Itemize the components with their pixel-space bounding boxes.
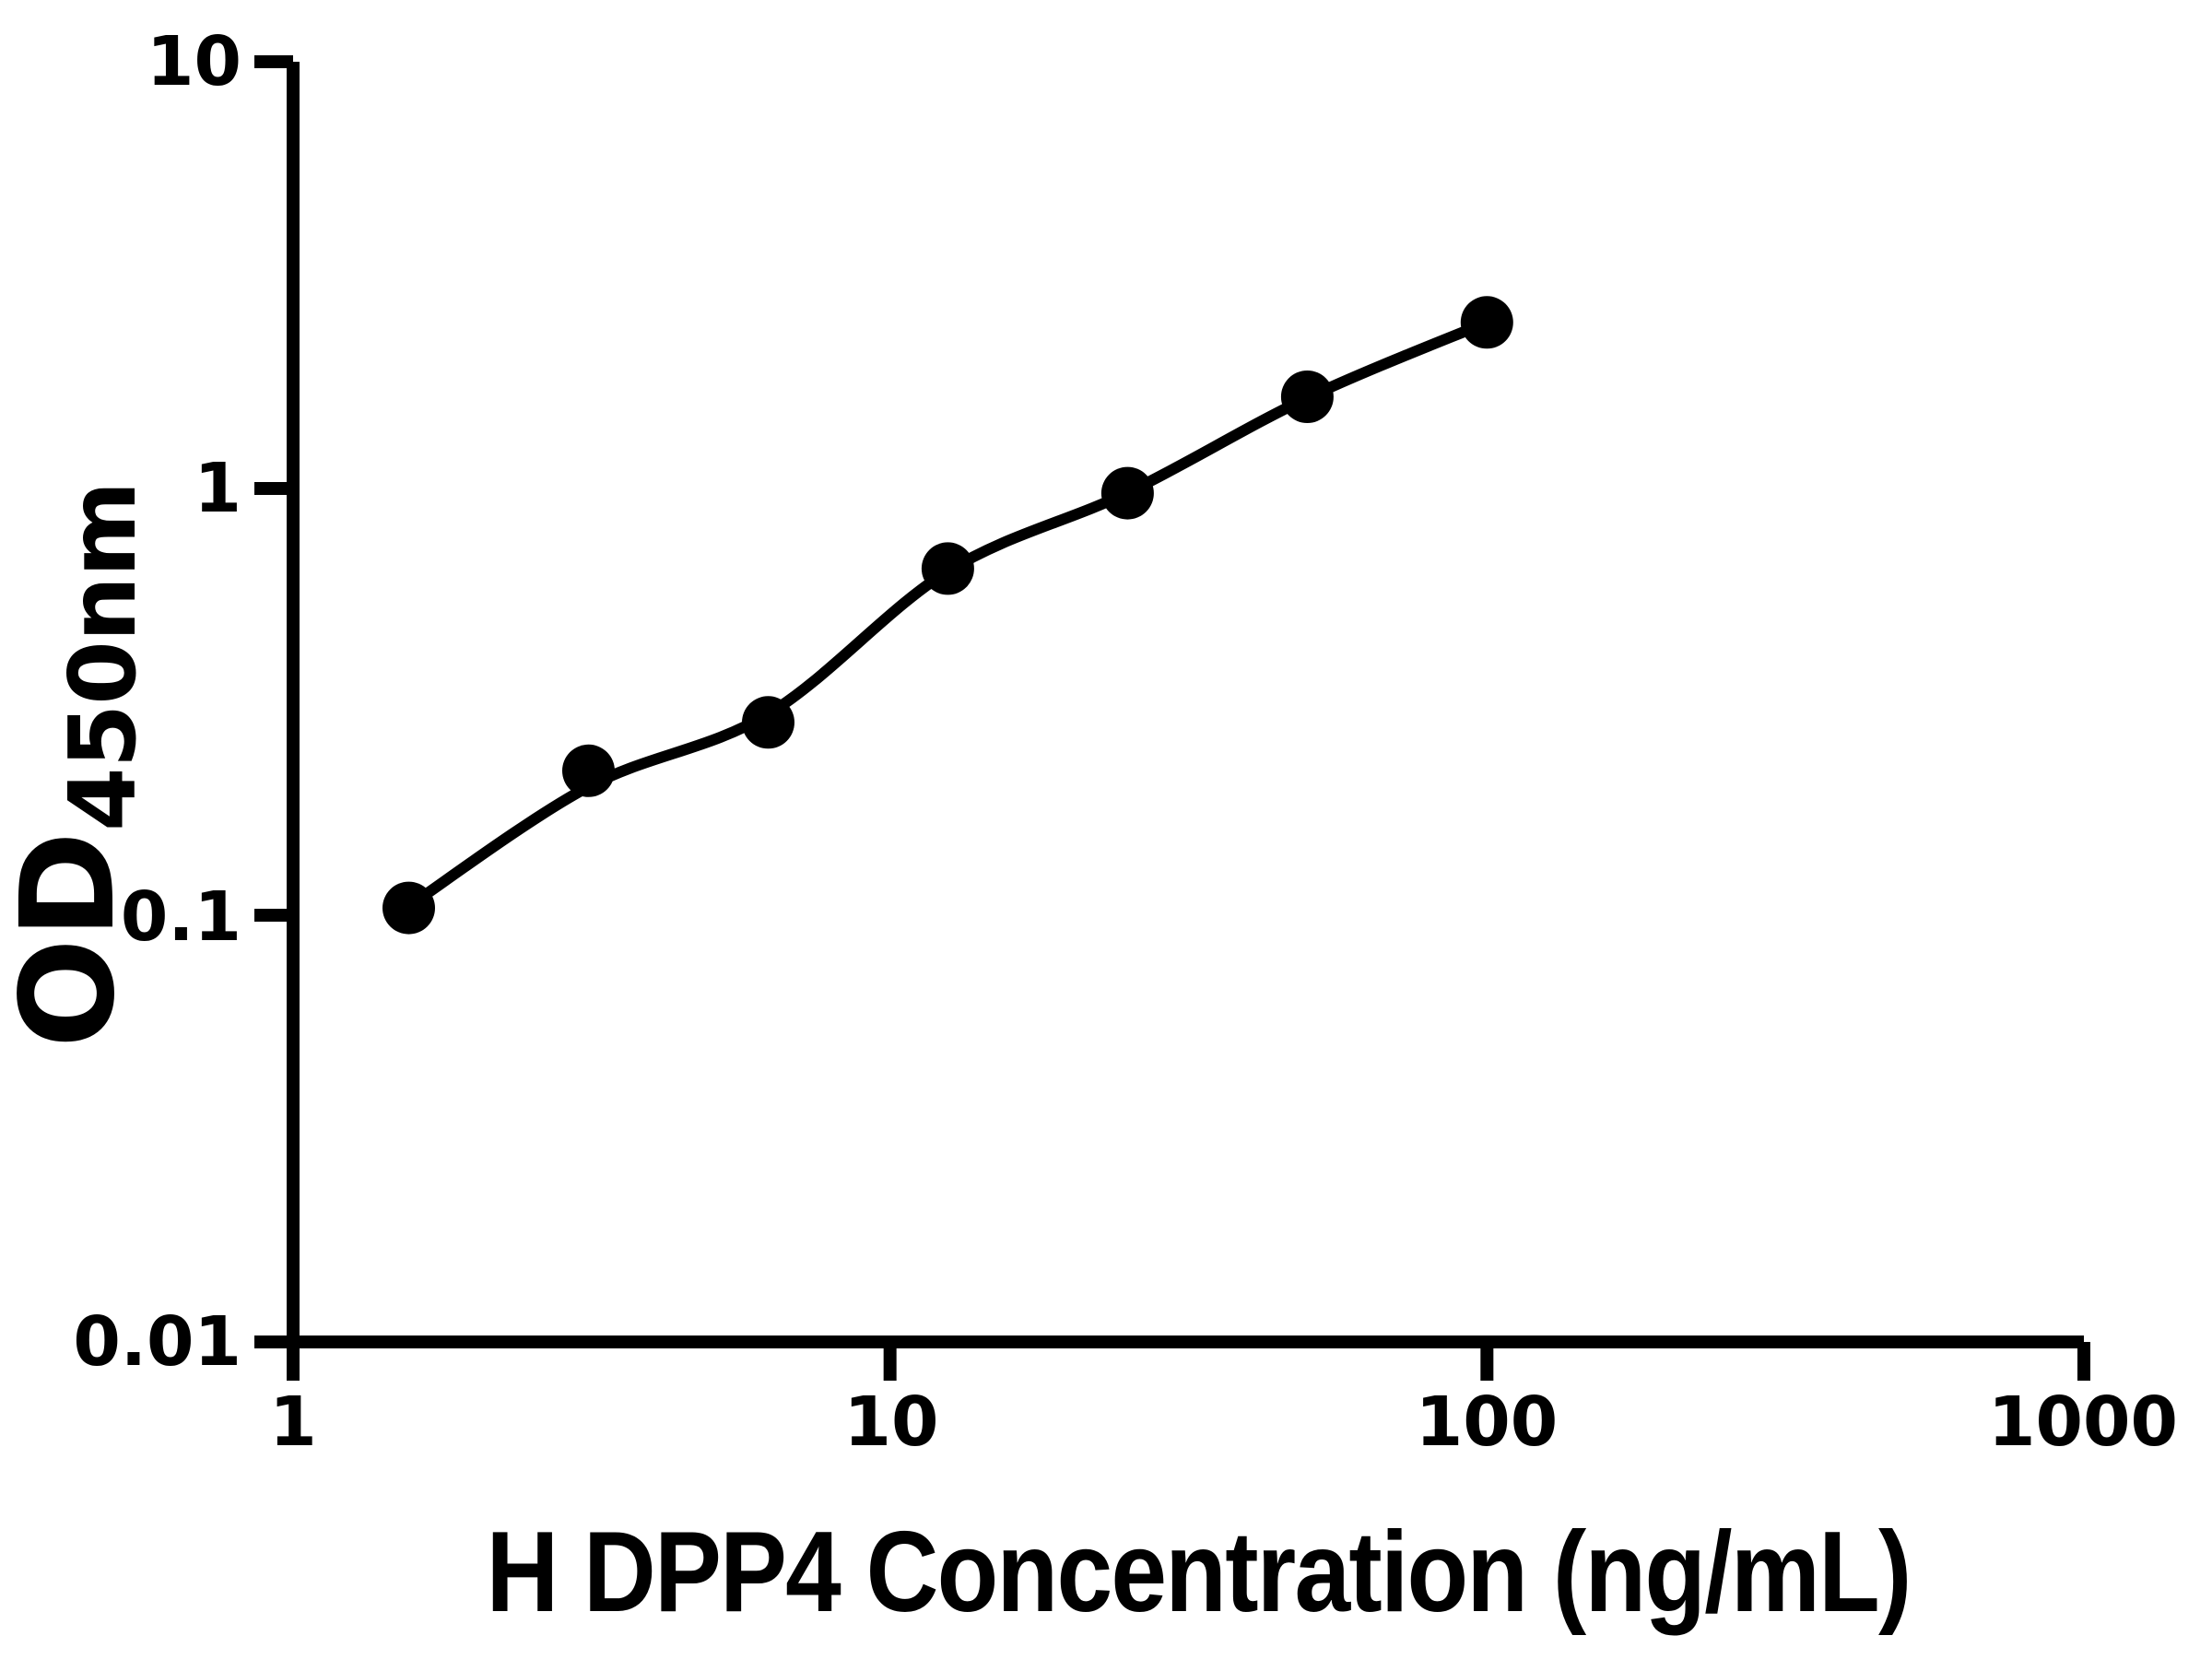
x-tick-label-1: 1: [269, 1382, 317, 1462]
axis-ticks: [254, 55, 2090, 1381]
x-tick-label-1000: 1000: [1988, 1382, 2178, 1462]
x-axis-title: H DPP4 Concentration (ng/mL): [486, 1509, 1912, 1636]
y-tick-label-0.01: 0.01: [73, 1302, 241, 1382]
y-axis-title-subscript: 450nm: [49, 481, 157, 831]
data-point: [742, 696, 794, 749]
x-tick-label-10: 10: [843, 1382, 939, 1462]
axes: [287, 62, 2084, 1348]
y-tick-label-0.1: 0.1: [120, 877, 241, 957]
y-tick-label-10: 10: [147, 22, 241, 101]
data-point: [921, 542, 974, 595]
data-point: [1280, 371, 1334, 423]
data-point: [382, 881, 435, 935]
data-point: [562, 744, 615, 797]
data-points: [382, 296, 1513, 935]
data-point: [1100, 466, 1154, 520]
y-axis-title: OD450nm: [0, 350, 157, 1180]
y-tick-label-1: 1: [194, 449, 242, 528]
y-axis-title-main: OD: [0, 830, 144, 1049]
x-tick-label-100: 100: [1415, 1382, 1559, 1462]
data-point: [1460, 296, 1513, 349]
